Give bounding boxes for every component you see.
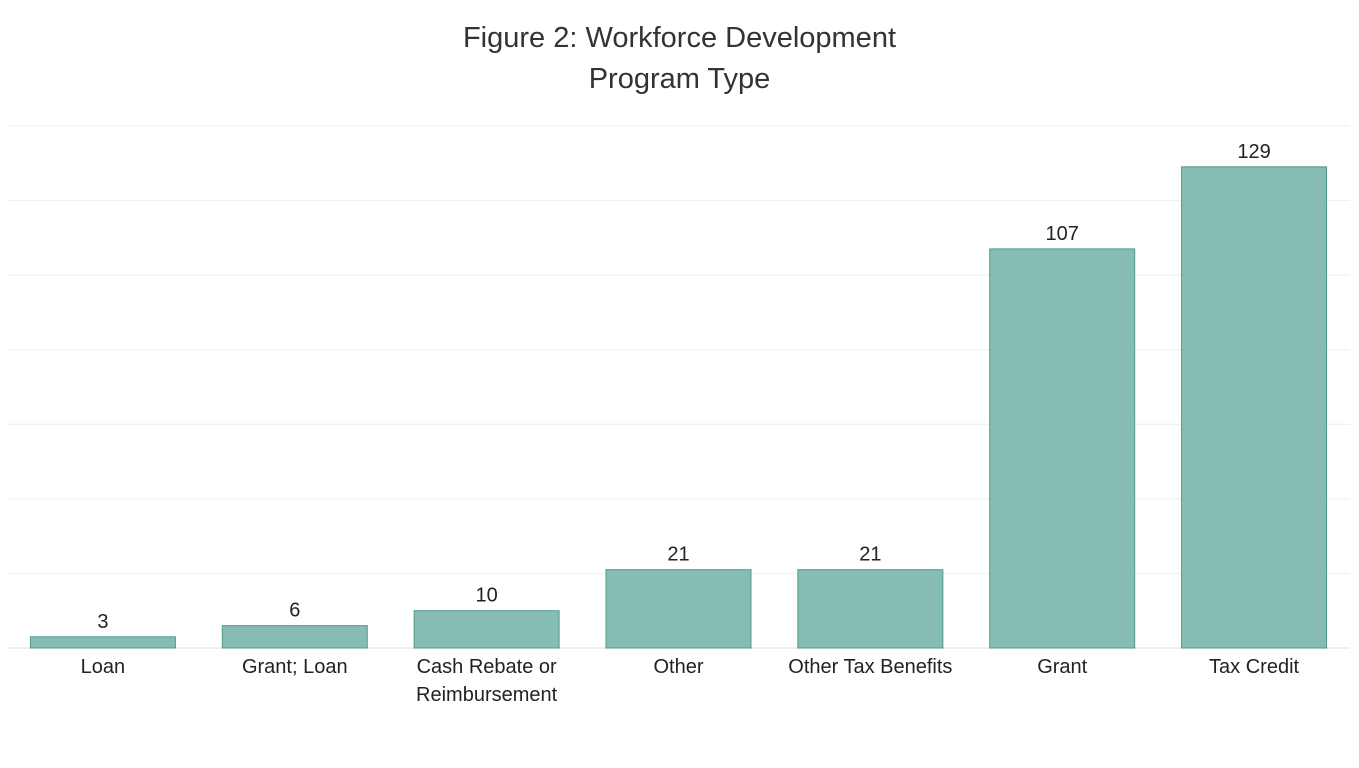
bar-value-label: 107 bbox=[1046, 223, 1079, 245]
category-label: Other Tax Benefits bbox=[788, 656, 952, 678]
category-label: Loan bbox=[81, 656, 126, 678]
bar bbox=[221, 625, 368, 649]
bar bbox=[989, 248, 1136, 649]
chart-title: Figure 2: Workforce Development Program … bbox=[0, 18, 1359, 100]
bar-value-label: 129 bbox=[1237, 141, 1270, 163]
bar bbox=[29, 636, 176, 649]
bar-value-label: 21 bbox=[667, 544, 689, 566]
bar bbox=[797, 569, 944, 649]
bar bbox=[1181, 166, 1328, 649]
bar-value-label: 6 bbox=[289, 600, 300, 622]
category-label: Reimbursement bbox=[416, 684, 558, 706]
bar bbox=[605, 569, 752, 649]
category-label: Grant; Loan bbox=[242, 656, 348, 678]
bar-value-label: 3 bbox=[97, 611, 108, 633]
bar-value-label: 10 bbox=[476, 585, 498, 607]
category-label: Tax Credit bbox=[1209, 656, 1299, 678]
chart-title-line-1: Figure 2: Workforce Development bbox=[462, 22, 897, 54]
category-label: Grant bbox=[1037, 656, 1087, 678]
category-label: Other bbox=[653, 656, 703, 678]
category-labels: Loan Grant; Loan Cash Rebate or Reimburseme… bbox=[81, 656, 1300, 706]
chart-title-line-2: Program Type bbox=[588, 63, 771, 95]
category-label: Cash Rebate or bbox=[417, 656, 557, 678]
bars bbox=[29, 166, 1328, 649]
bar-value-label: 21 bbox=[859, 544, 881, 566]
data-labels: 3 6 10 21 21 107 129 bbox=[97, 141, 1270, 633]
bar bbox=[413, 610, 560, 649]
